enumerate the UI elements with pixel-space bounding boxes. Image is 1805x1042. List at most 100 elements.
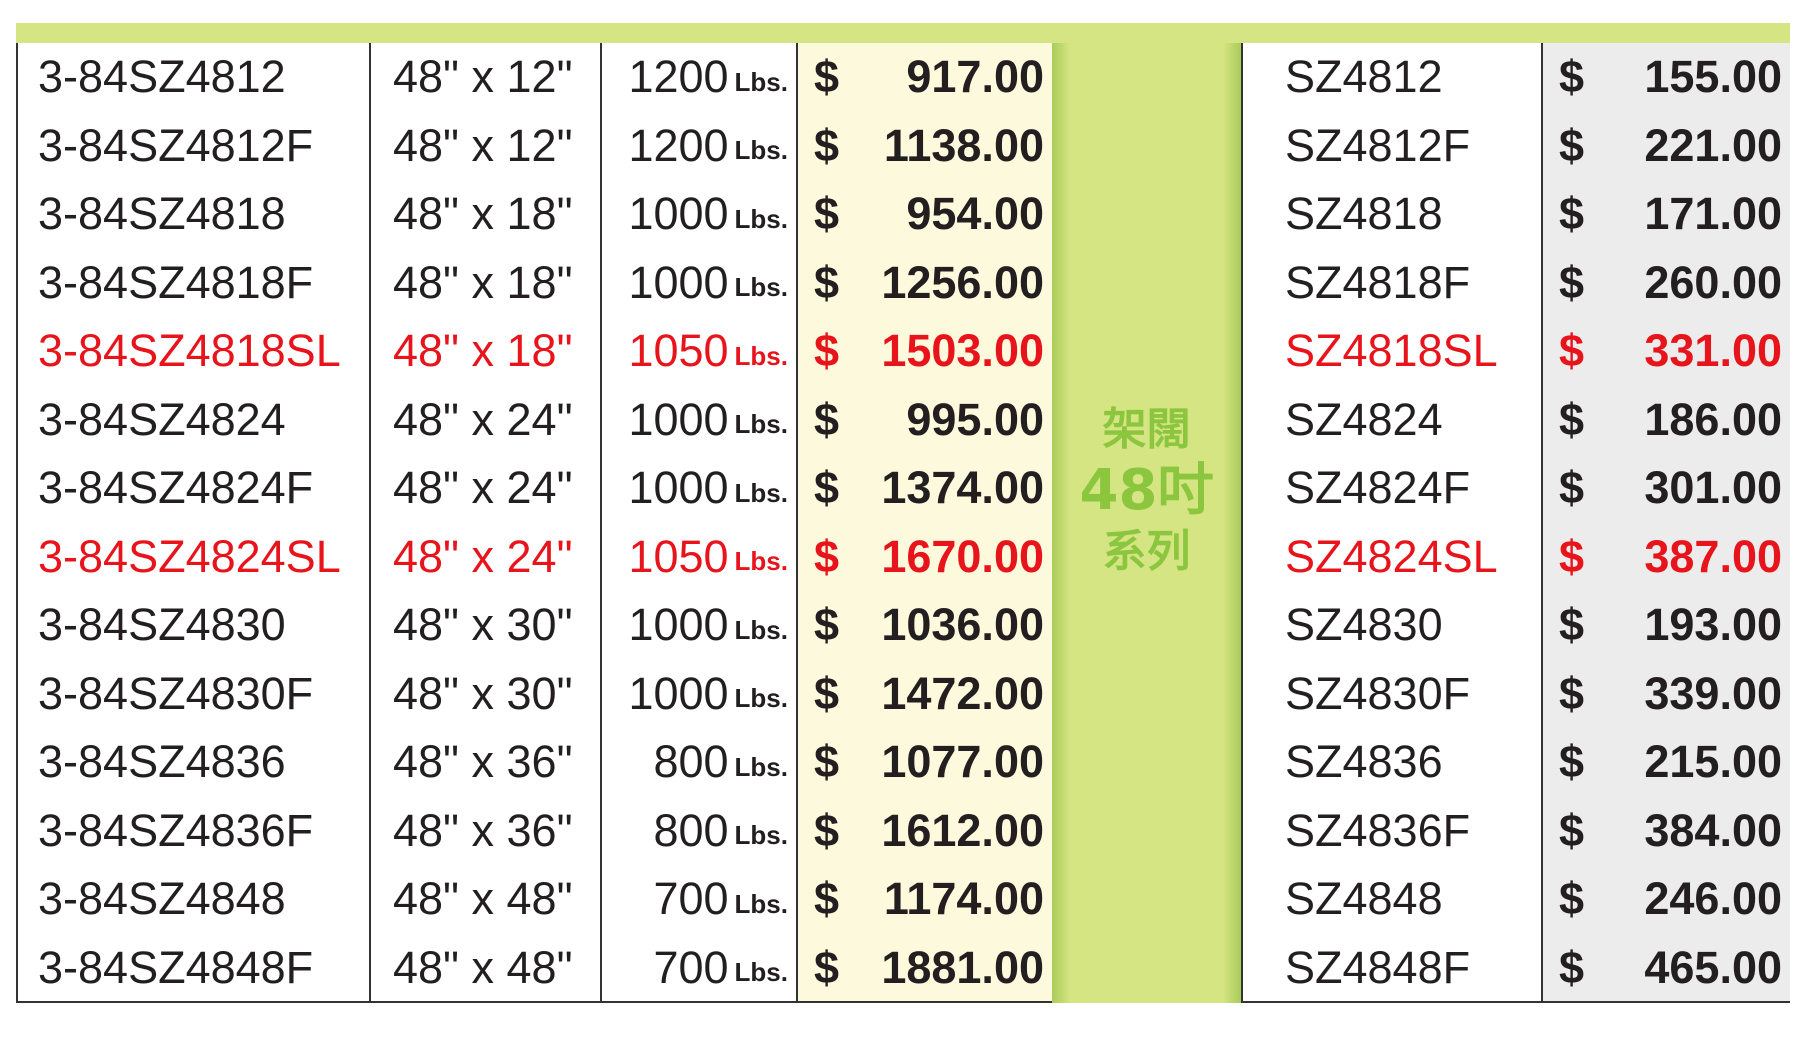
capacity-value: 700 [653, 873, 729, 925]
part-price-cell: $186.00 [1543, 386, 1790, 455]
currency-symbol: $ [814, 188, 840, 240]
part-price-cell: $221.00 [1543, 112, 1790, 181]
size-cell: 48" x 24" [393, 393, 573, 445]
part-price-table: SZ4812 SZ4812F SZ4818 SZ4818F SZ4818SL SZ4824… [1241, 43, 1790, 1003]
capacity-cell: 1200 Lbs. [602, 43, 798, 112]
part-price-cell: $155.00 [1543, 43, 1790, 112]
capacity-cell: 1000 Lbs. [602, 249, 798, 318]
currency-symbol: $ [1559, 530, 1585, 582]
part-price-value: 186.00 [1644, 393, 1782, 445]
currency-symbol: $ [1559, 325, 1585, 377]
currency-symbol: $ [1559, 51, 1585, 103]
size-cell: 48" x 24" [393, 530, 573, 582]
price-value: 1881.00 [881, 941, 1044, 993]
series-divider [1052, 43, 1241, 1003]
part-cell: SZ4818 [1285, 188, 1443, 240]
model-column: 3-84SZ4812 3-84SZ4812F 3-84SZ4818 3-84SZ481… [18, 43, 371, 1001]
capacity-value: 1000 [628, 188, 729, 240]
part-price-cell: $215.00 [1543, 728, 1790, 797]
currency-symbol: $ [1559, 188, 1585, 240]
part-price-value: 384.00 [1644, 804, 1782, 856]
capacity-cell: 1000 Lbs. [602, 660, 798, 729]
capacity-cell: 800 Lbs. [602, 797, 798, 866]
price-value: 1612.00 [881, 804, 1044, 856]
price-cell: $1174.00 [798, 865, 1052, 934]
price-value: 917.00 [906, 51, 1044, 103]
part-cell: SZ4830F [1285, 667, 1471, 719]
part-cell: SZ4830 [1285, 599, 1443, 651]
currency-symbol: $ [814, 736, 840, 788]
size-cell: 48" x 36" [393, 736, 573, 788]
part-price-value: 215.00 [1644, 736, 1782, 788]
header-bar [16, 23, 1790, 43]
price-value: 1256.00 [881, 256, 1044, 308]
currency-symbol: $ [814, 256, 840, 308]
part-price-value: 171.00 [1644, 188, 1782, 240]
currency-symbol: $ [814, 325, 840, 377]
price-cell: $954.00 [798, 180, 1052, 249]
model-cell: 3-84SZ4818F [38, 256, 314, 308]
part-price-value: 331.00 [1644, 325, 1782, 377]
capacity-unit: Lbs. [734, 957, 788, 988]
size-cell: 48" x 12" [393, 119, 573, 171]
model-cell: 3-84SZ4824 [38, 393, 286, 445]
currency-symbol: $ [814, 941, 840, 993]
currency-symbol: $ [1559, 873, 1585, 925]
capacity-value: 700 [653, 941, 729, 993]
price-value: 1670.00 [881, 530, 1044, 582]
series-label-line1: 架闊 [1102, 404, 1191, 455]
capacity-value: 1000 [628, 462, 729, 514]
capacity-cell: 800 Lbs. [602, 728, 798, 797]
price-column: $917.00 $1138.00 $954.00 $1256.00 $1503.00 $9… [796, 43, 1052, 1001]
capacity-value: 800 [653, 736, 729, 788]
currency-symbol: $ [814, 393, 840, 445]
size-column: 48" x 12" 48" x 12" 48" x 18" 48" x 18" 48" … [369, 43, 602, 1001]
currency-symbol: $ [1559, 941, 1585, 993]
size-cell: 48" x 12" [393, 51, 573, 103]
size-cell: 48" x 30" [393, 599, 573, 651]
capacity-unit: Lbs. [734, 203, 788, 234]
currency-symbol: $ [1559, 119, 1585, 171]
model-cell: 3-84SZ4836F [38, 804, 314, 856]
capacity-value: 1050 [628, 530, 729, 582]
price-value: 1374.00 [881, 462, 1044, 514]
part-price-cell: $339.00 [1543, 660, 1790, 729]
currency-symbol: $ [1559, 736, 1585, 788]
part-cell: SZ4824SL [1285, 530, 1498, 582]
price-cell: $1036.00 [798, 591, 1052, 660]
part-cell: SZ4818SL [1285, 325, 1498, 377]
capacity-unit: Lbs. [734, 614, 788, 645]
currency-symbol: $ [814, 462, 840, 514]
currency-symbol: $ [814, 119, 840, 171]
price-cell: $1612.00 [798, 797, 1052, 866]
capacity-cell: 1000 Lbs. [602, 180, 798, 249]
model-cell: 3-84SZ4824SL [38, 530, 341, 582]
part-price-value: 246.00 [1644, 873, 1782, 925]
part-price-cell: $171.00 [1543, 180, 1790, 249]
part-column: SZ4812 SZ4812F SZ4818 SZ4818F SZ4818SL SZ4824… [1243, 43, 1543, 1001]
part-price-value: 465.00 [1644, 941, 1782, 993]
price-value: 1138.00 [883, 119, 1044, 171]
price-cell: $995.00 [798, 386, 1052, 455]
price-value: 1077.00 [881, 736, 1044, 788]
capacity-value: 1050 [628, 325, 729, 377]
price-value: 995.00 [906, 393, 1044, 445]
model-cell: 3-84SZ4848F [38, 941, 314, 993]
capacity-unit: Lbs. [734, 66, 788, 97]
capacity-cell: 1050 Lbs. [602, 317, 798, 386]
price-cell: $1256.00 [798, 249, 1052, 318]
capacity-unit: Lbs. [734, 340, 788, 371]
part-cell: SZ4848 [1285, 873, 1443, 925]
part-cell: SZ4836 [1285, 736, 1443, 788]
currency-symbol: $ [1559, 804, 1585, 856]
part-price-value: 387.00 [1644, 530, 1782, 582]
part-price-value: 260.00 [1644, 256, 1782, 308]
shelf-price-table: 3-84SZ4812 3-84SZ4812F 3-84SZ4818 3-84SZ481… [16, 43, 1052, 1003]
part-price-cell: $246.00 [1543, 865, 1790, 934]
part-price-value: 301.00 [1644, 462, 1782, 514]
part-cell: SZ4818F [1285, 256, 1471, 308]
price-cell: $1503.00 [798, 317, 1052, 386]
part-cell: SZ4848F [1285, 941, 1471, 993]
part-cell: SZ4812 [1285, 51, 1443, 103]
series-label-line3: 系列 [1102, 526, 1191, 577]
